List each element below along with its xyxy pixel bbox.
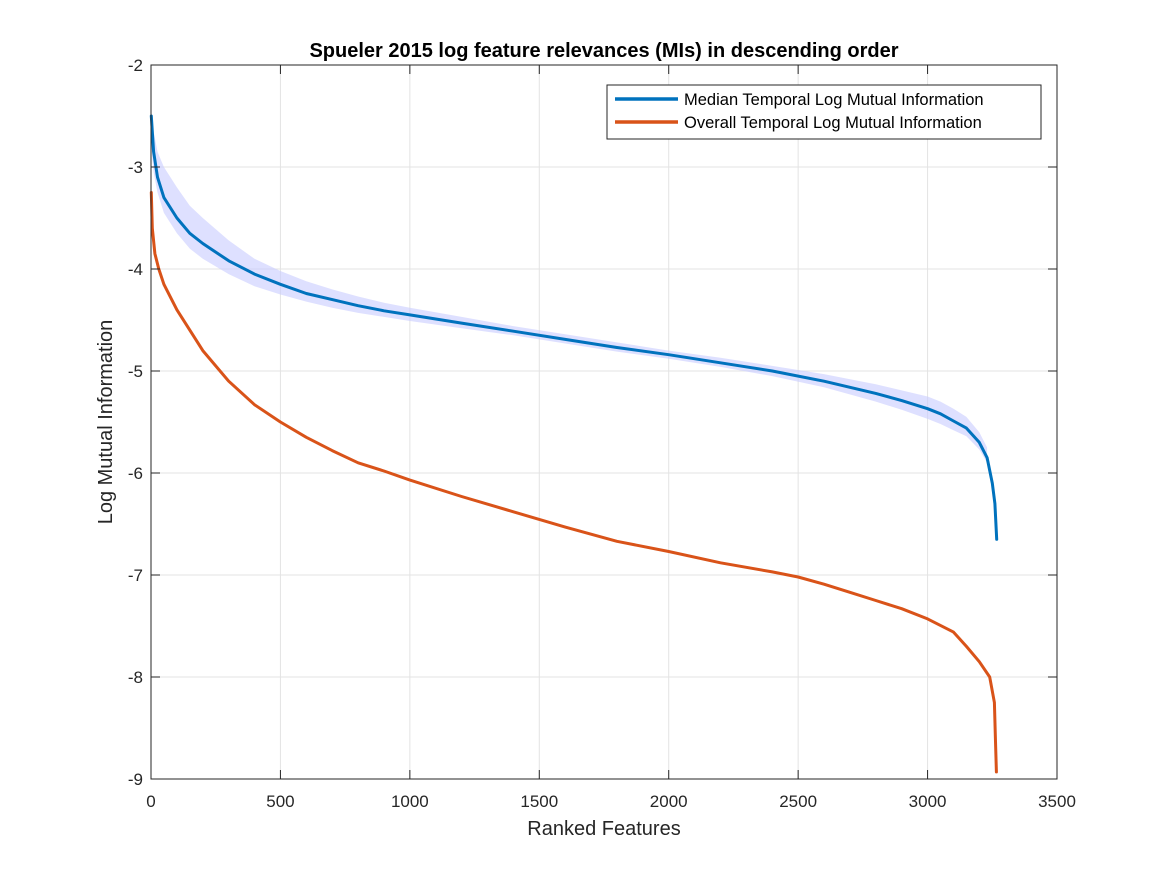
axis-ticks: 0 500 1000 1500 2000 2500 3000 3500 -2 -3 -4 -5 -6 -7… [128, 56, 1076, 811]
y-tick-label: -6 [128, 464, 143, 483]
y-tick-label: -8 [128, 668, 143, 687]
confidence-band [151, 110, 988, 463]
x-tick-label: 2000 [650, 792, 688, 811]
x-tick-label: 3000 [909, 792, 947, 811]
x-tick-label: 1500 [520, 792, 558, 811]
y-tick-label: -3 [128, 158, 143, 177]
x-tick-label: 500 [266, 792, 294, 811]
x-tick-label: 1000 [391, 792, 429, 811]
axes-box [150, 64, 1058, 780]
x-tick-label: 0 [146, 792, 155, 811]
y-tick-label: -5 [128, 362, 143, 381]
chart-title: Spueler 2015 log feature relevances (MIs… [309, 40, 898, 62]
plot-area [151, 65, 1057, 779]
series-line-1 [149, 191, 998, 774]
x-tick-label: 3500 [1038, 792, 1076, 811]
y-tick-label: -2 [128, 56, 143, 75]
y-tick-label: -9 [128, 770, 143, 789]
x-axis-label: Ranked Features [527, 818, 680, 840]
legend-box [606, 84, 1042, 140]
series-line-0 [149, 114, 999, 541]
legend: Median Temporal Log Mutual Information O… [606, 84, 1042, 140]
legend-label-overall: Overall Temporal Log Mutual Information [684, 114, 982, 132]
y-tick-label: -7 [128, 566, 143, 585]
x-tick-label: 2500 [779, 792, 817, 811]
grid-lines [150, 64, 1058, 780]
band-area [151, 110, 988, 463]
y-axis-label: Log Mutual Information [95, 320, 117, 525]
series-lines [149, 114, 999, 774]
legend-label-median: Median Temporal Log Mutual Information [684, 91, 984, 109]
y-tick-label: -4 [128, 260, 143, 279]
